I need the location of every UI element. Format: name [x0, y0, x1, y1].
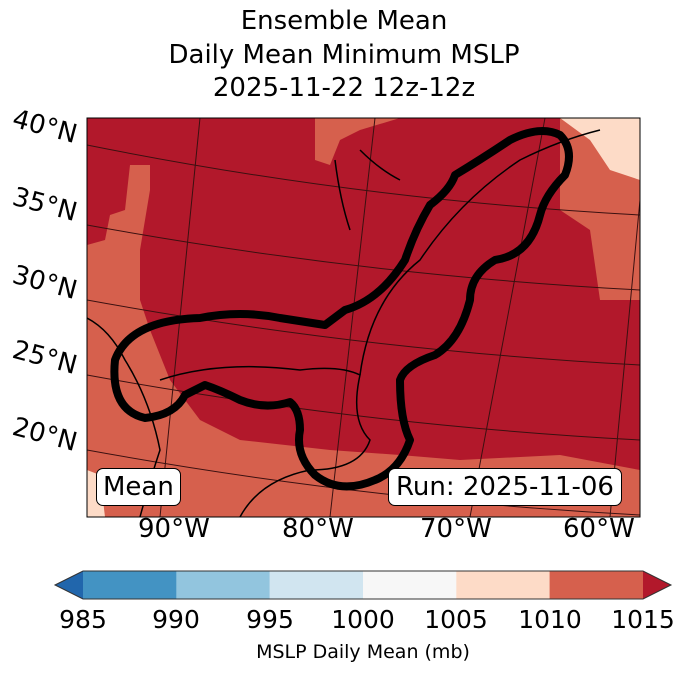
lon-label-70: 70°W — [420, 514, 492, 544]
colorbar-tick: 1000 — [331, 605, 395, 634]
colorbar-tick: 995 — [246, 605, 294, 634]
map-frame — [86, 117, 641, 518]
colorbar-segment — [363, 571, 457, 599]
title-line-1: Ensemble Mean — [240, 6, 448, 36]
colorbar-tick: 1005 — [424, 605, 488, 634]
pressure-field-low-ne — [560, 118, 640, 180]
colorbar-segment — [83, 571, 177, 599]
run-date-box: Run: 2025-11-06 — [388, 468, 622, 506]
colorbar-segment — [269, 571, 364, 599]
colorbar-tick: 1015 — [611, 605, 675, 634]
colorbar-extend-low — [55, 571, 83, 599]
colorbar-tick: 990 — [152, 605, 200, 634]
mean-label-box: Mean — [96, 468, 181, 506]
title-line-2: Daily Mean Minimum MSLP — [168, 40, 520, 70]
colorbar-extend-high — [643, 571, 671, 599]
lon-label-80: 80°W — [282, 514, 354, 544]
graticule — [87, 118, 640, 517]
lon-label-90: 90°W — [138, 514, 210, 544]
colorbar-tick: 1010 — [518, 605, 582, 634]
colorbar — [53, 570, 673, 600]
lon-label-60: 60°W — [563, 514, 635, 544]
colorbar-label: MSLP Daily Mean (mb) — [256, 641, 470, 663]
title-line-3: 2025-11-22 12z-12z — [212, 73, 476, 103]
colorbar-segment — [176, 571, 271, 599]
colorbar-segment — [549, 571, 643, 599]
probability-contour — [110, 127, 573, 491]
colorbar-segment — [456, 571, 551, 599]
colorbar-tick: 985 — [59, 605, 107, 634]
